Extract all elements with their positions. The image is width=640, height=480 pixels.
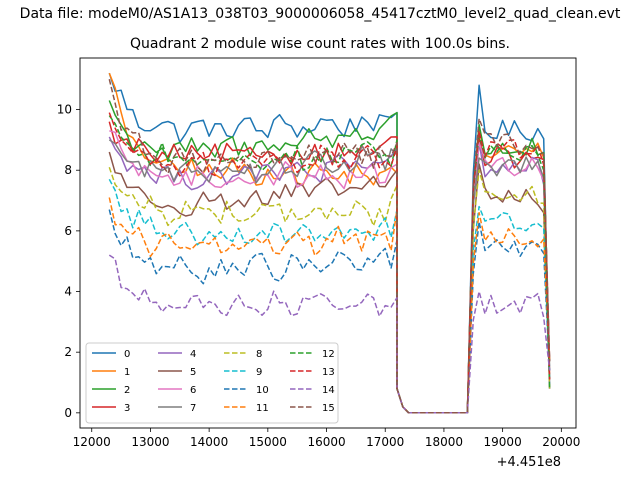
series-line-12	[108, 115, 551, 414]
series-line-14	[108, 254, 551, 414]
x-tick-label: 18000	[425, 435, 463, 449]
legend-label-1: 1	[124, 367, 130, 378]
legend-label-0: 0	[124, 349, 130, 360]
series-layer	[108, 72, 551, 414]
series-line-15	[108, 79, 551, 414]
series-line-10	[108, 209, 551, 414]
x-tick-label: 19000	[484, 435, 522, 449]
x-tick-label: 17000	[366, 435, 404, 449]
legend-label-8: 8	[256, 349, 262, 360]
series-line-11	[108, 197, 551, 414]
series-line-6	[109, 130, 551, 414]
series-line-0	[108, 72, 551, 414]
x-tick-label: 14000	[190, 435, 228, 449]
series-line-7	[108, 139, 551, 414]
series-line-13	[108, 112, 551, 414]
x-tick-label: 15000	[249, 435, 287, 449]
x-tick-label: 12000	[73, 435, 111, 449]
y-tick-label: 2	[64, 345, 72, 359]
y-tick-label: 6	[64, 224, 72, 238]
legend-label-13: 13	[322, 367, 335, 378]
x-tick-label: 16000	[307, 435, 345, 449]
legend-label-14: 14	[322, 385, 335, 396]
series-line-9	[108, 178, 551, 414]
legend-label-5: 5	[190, 367, 196, 378]
plot-frame	[79, 57, 577, 429]
legend-box	[85, 342, 339, 424]
axes-layer: 12000 13000 14000 15000 16000 17000 18000 19000…	[57, 103, 581, 449]
series-line-8	[108, 166, 551, 414]
y-tick-label: 0	[64, 406, 72, 420]
figure-suptitle: Data file: modeM0/AS1A13_038T03_90000060…	[19, 6, 621, 22]
legend-label-7: 7	[190, 403, 196, 414]
chart-title: Quadrant 2 module wise count rates with …	[130, 36, 510, 52]
legend-label-2: 2	[124, 385, 130, 396]
legend-label-3: 3	[124, 403, 130, 414]
y-tick-label: 8	[64, 163, 72, 177]
y-tick-label: 10	[57, 103, 72, 117]
legend-label-15: 15	[322, 403, 335, 414]
legend-label-6: 6	[190, 385, 196, 396]
x-offset-label: +4.451e8	[497, 455, 561, 470]
legend-label-11: 11	[256, 403, 269, 414]
legend-label-4: 4	[190, 349, 196, 360]
legend-label-10: 10	[256, 385, 269, 396]
legend-label-9: 9	[256, 367, 262, 378]
series-line-5	[108, 151, 551, 414]
x-tick-label: 13000	[131, 435, 169, 449]
x-tick-label: 20000	[542, 435, 580, 449]
legend-label-12: 12	[322, 349, 335, 360]
y-tick-label: 4	[64, 285, 72, 299]
